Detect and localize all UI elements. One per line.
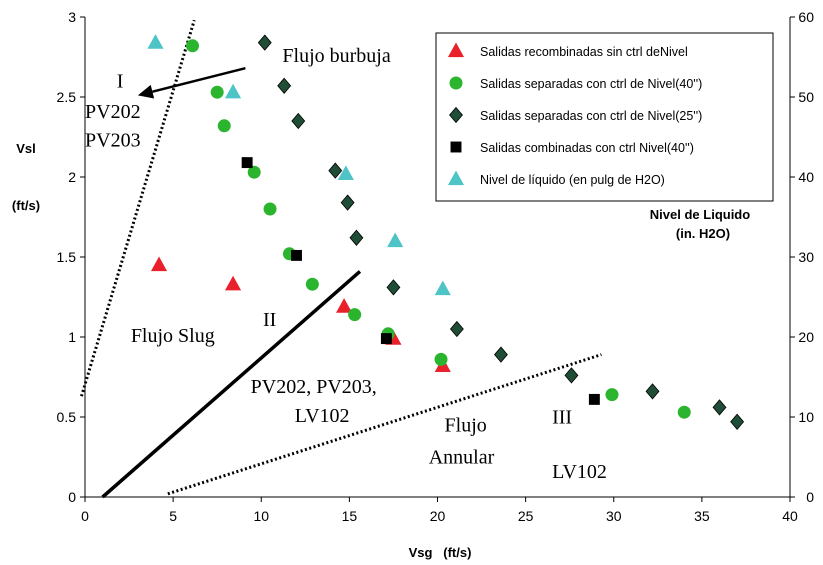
data-point-s2: [348, 308, 362, 322]
data-point-s3: [564, 367, 579, 384]
annotation-3: PV202: [85, 101, 141, 123]
data-points: [147, 34, 745, 430]
y2-tick-label: 0: [806, 489, 814, 505]
data-point-s2: [263, 202, 277, 216]
annotation-2: I: [117, 70, 124, 92]
arrow-head: [137, 84, 155, 99]
data-point-s3: [712, 399, 727, 416]
y-axis-unit: (ft/s): [12, 198, 40, 213]
legend-label: Salidas recombinadas sin ctrl deNivel: [480, 45, 688, 59]
axis-titles: Vsl (ft/s) Nivel de Liquido (in. H2O) Vs…: [12, 141, 750, 560]
data-point-s5: [224, 83, 242, 99]
boundary-line-2: [101, 270, 362, 499]
legend-label: Salidas separadas con ctrl de Nivel(40''…: [480, 77, 702, 91]
legend: Salidas recombinadas sin ctrl deNivel Sal…: [435, 32, 774, 202]
data-point-s2: [305, 277, 319, 291]
x-tick-label: 25: [518, 508, 534, 524]
legend-label: Salidas combinadas con ctrl Nivel(40''): [480, 141, 694, 155]
data-point-s4: [588, 393, 600, 405]
legend-marker: [449, 106, 463, 124]
data-point-s3: [386, 279, 401, 296]
data-point-s2: [210, 85, 224, 99]
y-tick-label: 2: [68, 169, 76, 185]
data-point-s3: [257, 34, 272, 51]
legend-box: [435, 32, 774, 202]
annotation-8: LV102: [295, 405, 350, 427]
annotation-4: PV203: [85, 130, 141, 152]
x-tick-label: 30: [606, 508, 622, 524]
y-axis-title: Vsl: [16, 141, 36, 156]
y-tick-label: 2.5: [57, 89, 77, 105]
annotation-11: III: [552, 406, 572, 428]
x-tick-label: 15: [342, 508, 358, 524]
annotation-7: PV202, PV203,: [251, 376, 377, 398]
annotation-10: Annular: [429, 446, 495, 468]
data-point-s2: [247, 165, 261, 179]
data-point-s1: [336, 298, 353, 313]
data-point-s2: [434, 352, 448, 366]
y2-axis-title-line1: Nivel de Liquido: [650, 207, 750, 222]
y2-tick-label: 20: [798, 329, 814, 345]
y2-tick-label: 60: [798, 9, 814, 25]
y2-axis-title-line2: (in. H2O): [676, 226, 730, 241]
annotation-12: LV102: [552, 461, 607, 483]
data-point-s5: [147, 34, 164, 49]
data-point-s2: [186, 39, 200, 53]
legend-marker: [447, 170, 465, 186]
data-point-s3: [730, 413, 745, 430]
axes: 0 5 10 15 20 25 30 35 4000.511.522.5301020304050…: [57, 9, 815, 524]
x-tick-label: 5: [169, 508, 177, 524]
y2-tick-label: 30: [798, 249, 814, 265]
boundary-line-3: [167, 353, 602, 496]
annotation-6: II: [263, 309, 276, 331]
x-tick-label: 0: [81, 508, 89, 524]
data-point-s4: [241, 157, 253, 169]
data-point-s3: [328, 162, 343, 179]
data-point-s3: [291, 112, 306, 130]
x-tick-label: 35: [694, 508, 710, 524]
legend-marker: [449, 76, 463, 90]
legend-marker: [447, 42, 465, 58]
x-tick-label: 10: [253, 508, 269, 524]
arrow-shaft: [152, 66, 246, 93]
annotations: Flujo burbuja I PV202 PV203 Flujo Slug II PV20…: [85, 45, 607, 483]
data-point-s1: [150, 256, 168, 272]
data-point-s5: [434, 280, 451, 296]
data-point-s3: [645, 383, 660, 400]
data-point-s4: [291, 249, 302, 261]
data-point-s5: [387, 232, 404, 248]
y2-tick-label: 40: [798, 169, 814, 185]
annotation-1: Flujo burbuja: [282, 45, 390, 67]
boundary-lines: [80, 19, 602, 499]
legend-label: Nivel de líquido (en pulg de H2O): [480, 173, 665, 187]
annotation-9: Flujo: [445, 414, 487, 436]
data-point-s1: [224, 275, 242, 291]
data-point-s2: [677, 405, 691, 419]
data-point-s4: [380, 333, 392, 345]
y2-tick-label: 50: [798, 89, 814, 105]
y-tick-label: 1.5: [57, 249, 77, 265]
y-tick-label: 0: [68, 489, 76, 505]
y-tick-label: 1: [68, 329, 76, 345]
data-point-s2: [217, 119, 231, 133]
annotation-5: Flujo Slug: [131, 325, 215, 347]
data-point-s3: [494, 346, 508, 363]
legend-label: Salidas separadas con ctrl de Nivel(25''…: [480, 109, 702, 123]
data-point-s3: [449, 320, 464, 338]
y2-tick-label: 10: [798, 409, 814, 425]
x-tick-label: 40: [782, 508, 798, 524]
y-tick-label: 0.5: [57, 409, 77, 425]
data-point-s5: [337, 165, 354, 180]
legend-marker: [450, 141, 462, 153]
y-tick-label: 3: [68, 9, 76, 25]
data-point-s3: [277, 77, 292, 94]
x-tick-label: 20: [430, 508, 446, 524]
data-point-s3: [349, 229, 364, 246]
x-axis-title: Vsg (ft/s): [409, 545, 472, 560]
data-point-s3: [340, 194, 355, 211]
data-point-s2: [605, 388, 619, 402]
